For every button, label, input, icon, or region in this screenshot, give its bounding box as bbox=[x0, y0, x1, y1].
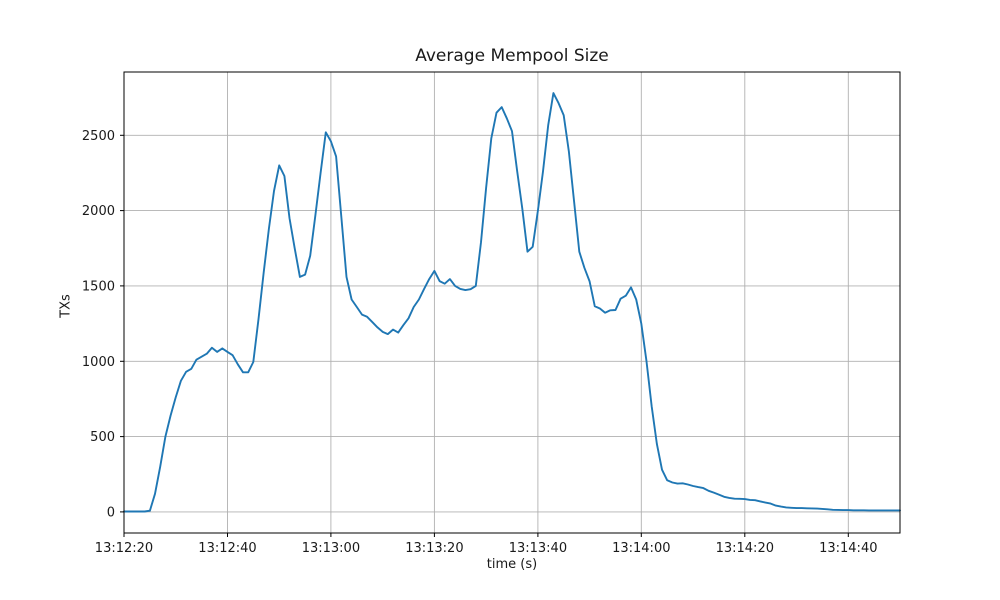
y-tick-label: 1000 bbox=[82, 355, 115, 370]
y-tick-label: 0 bbox=[107, 505, 115, 520]
x-tick-label: 13:12:20 bbox=[95, 541, 153, 556]
x-tick-label: 13:14:00 bbox=[612, 541, 670, 556]
data-line-average-mempool-size bbox=[123, 92, 901, 513]
y-tick-label: 2000 bbox=[82, 204, 115, 219]
x-tick-label: 13:13:20 bbox=[405, 541, 463, 556]
chart-title: Average Mempool Size bbox=[415, 46, 609, 66]
x-tick-label: 13:13:40 bbox=[509, 541, 567, 556]
x-tick-label: 13:12:40 bbox=[198, 541, 256, 556]
x-tick-label: 13:13:00 bbox=[302, 541, 360, 556]
x-tick-label: 13:14:40 bbox=[819, 541, 877, 556]
y-axis-label-text: TXs bbox=[58, 294, 74, 318]
x-tick-label: 13:14:20 bbox=[716, 541, 774, 556]
y-tick-label: 500 bbox=[90, 430, 115, 445]
plot-border bbox=[123, 71, 901, 534]
x-axis-label: time (s) bbox=[486, 557, 538, 572]
y-tick-label: 2500 bbox=[82, 129, 115, 144]
y-tick-label: 1500 bbox=[82, 279, 115, 294]
